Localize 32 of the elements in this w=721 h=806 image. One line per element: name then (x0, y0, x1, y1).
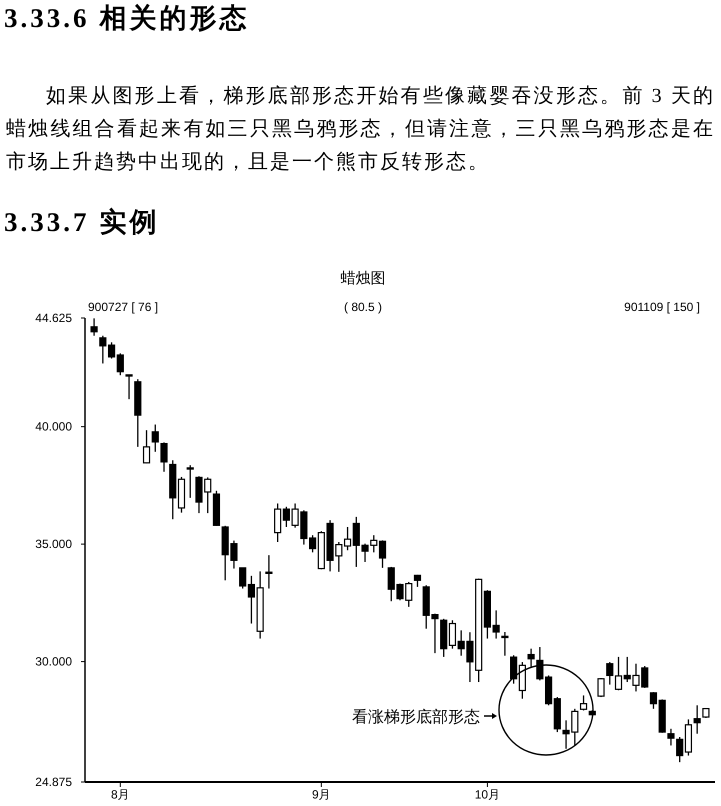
candlestick (510, 654, 518, 684)
candlestick (186, 464, 194, 498)
chart-title: 蜡烛图 (340, 270, 386, 287)
candlestick (125, 374, 133, 400)
candlestick (694, 704, 701, 734)
y-tick-label: 24.875 (35, 774, 72, 789)
candlestick (528, 648, 535, 668)
x-tick-label: 9月 (312, 788, 331, 802)
candlestick (501, 631, 508, 656)
candlestick (142, 430, 150, 464)
candlestick (580, 694, 588, 712)
y-tick-label: 30.000 (35, 654, 72, 668)
text: 3.33.7 实例 (4, 206, 160, 238)
candlestick (667, 728, 675, 746)
x-tick-label: 10月 (474, 788, 500, 802)
text: 901109 [ 150 ] (624, 300, 700, 314)
candlestick (152, 424, 159, 452)
candlestick (274, 502, 282, 543)
x-tick-label: 8月 (110, 788, 130, 802)
candlestick (90, 318, 98, 336)
candlestick (160, 442, 168, 472)
text: 如果从图形上看，梯形底部形态开始有些像藏婴吞没形态。前 3 天的蜡烛线组合看起来有如三只黑乌鸦形态，但请注意，三只黑乌鸦形态是在市场上升趋势中出现的，且是一个熊市反转形态。 (6, 84, 715, 175)
y-tick-label: 35.000 (35, 536, 72, 551)
annotation: 看涨梯形底部形态 (352, 708, 480, 726)
text: ( 80.5 ) (344, 300, 382, 314)
candlestick (702, 707, 710, 719)
text: 3.33.6 相关的形态 (4, 2, 250, 34)
candlestick (265, 554, 272, 590)
y-tick-label: 44.625 (35, 310, 72, 325)
y-tick-label: 40.000 (35, 420, 72, 434)
text: 900727 [ 76 ] (88, 300, 158, 314)
candlestick (597, 677, 605, 698)
